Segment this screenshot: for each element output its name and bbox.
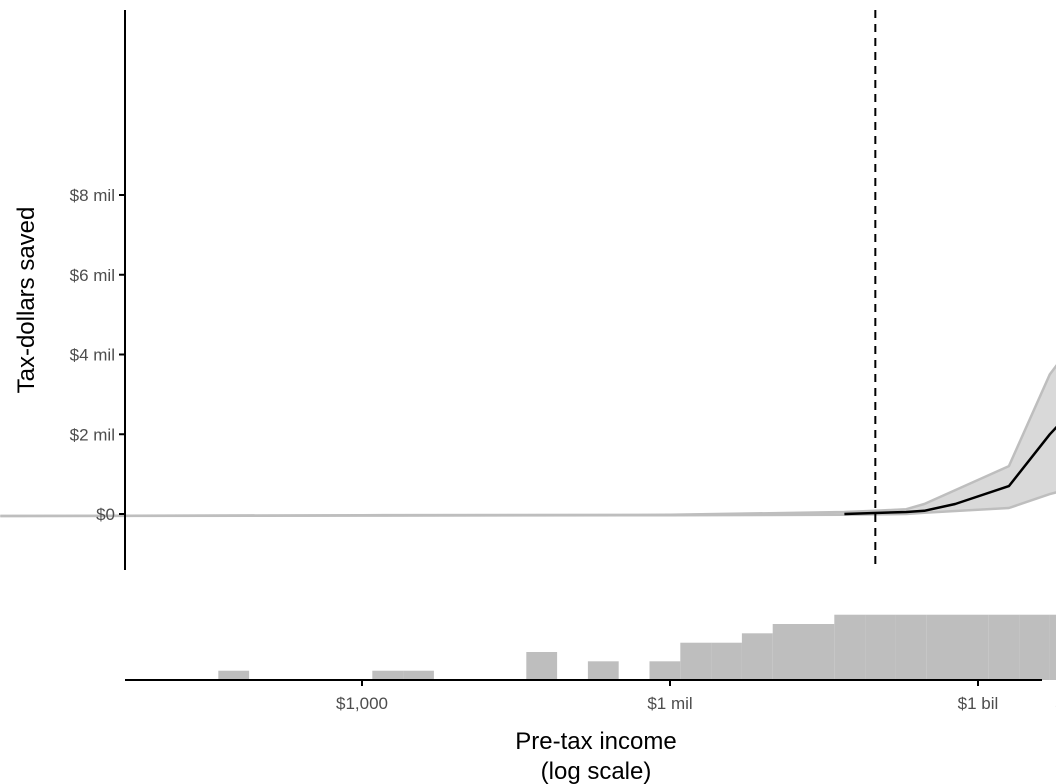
- histogram-bar-17: [1019, 614, 1050, 680]
- histogram-bar-14: [926, 614, 958, 680]
- x-tick-label-1: $1 mil: [647, 694, 692, 713]
- histogram-bar-0: [218, 670, 250, 680]
- histogram-bar-8: [741, 633, 773, 680]
- histogram-bar-13: [895, 614, 927, 680]
- y-axis-ticks: $0 $2 mil $4 mil $6 mil $8 mil: [70, 186, 125, 524]
- histogram-bar-15: [957, 614, 989, 680]
- histogram-bar-2: [403, 670, 434, 680]
- histogram-bar-11: [834, 614, 866, 680]
- confidence-band-group: [0, 366, 1056, 516]
- y-tick-label-0: $0: [96, 505, 115, 524]
- histogram-bar-10: [803, 624, 835, 680]
- histogram-bar-1: [372, 670, 404, 680]
- band-upper-line: [0, 364, 1056, 518]
- series-group: [0, 364, 1056, 518]
- x-tick-label-2: $1 bil: [958, 694, 999, 713]
- x-axis-ticks: $1,000$1 mil$1 bil$10 bil: [336, 680, 1056, 713]
- histogram-bar-18: [1049, 614, 1056, 680]
- y-tick-label-1: $2 mil: [70, 425, 115, 444]
- y-axis-title: Tax-dollars saved: [13, 207, 40, 394]
- x-axis-title: Pre-tax income: [515, 728, 676, 755]
- histogram-bar-3: [526, 652, 558, 680]
- y-tick-label-3: $6 mil: [70, 266, 115, 285]
- histogram-bar-6: [680, 642, 712, 680]
- histogram-panel: [218, 614, 1056, 680]
- y-tick-label-2: $4 mil: [70, 346, 115, 365]
- histogram-bar-4: [587, 661, 619, 680]
- histogram-bar-16: [988, 614, 1020, 680]
- histogram-bar-12: [865, 614, 896, 680]
- histogram-bar-5: [649, 661, 681, 680]
- mean-line: [844, 425, 1056, 516]
- x-axis-subtitle: (log scale): [541, 758, 652, 784]
- y-tick-label-4: $8 mil: [70, 186, 115, 205]
- histogram-bar-7: [711, 642, 742, 680]
- histogram-bar-9: [772, 624, 804, 680]
- confidence-band: [0, 366, 1056, 516]
- band-lower-line: [0, 491, 1056, 518]
- x-tick-label-0: $1,000: [336, 694, 388, 713]
